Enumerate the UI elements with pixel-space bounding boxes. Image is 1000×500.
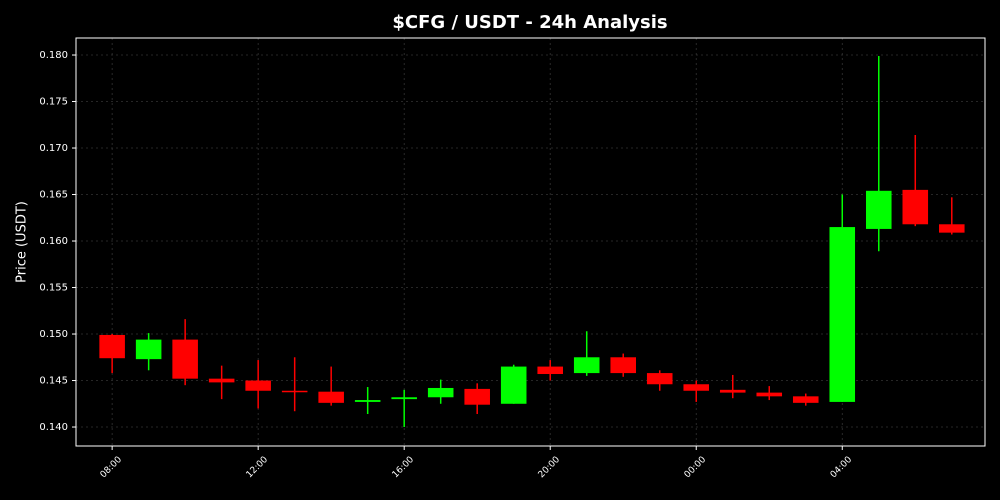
y-tick-label: 0.150	[39, 329, 68, 340]
candle-body	[902, 189, 929, 225]
candle-body	[391, 397, 417, 400]
candle-body	[464, 388, 490, 405]
candle-body	[756, 392, 783, 397]
candle-body	[646, 373, 673, 385]
candle-body	[573, 357, 600, 374]
y-tick-label: 0.180	[39, 50, 68, 61]
y-tick-label: 0.155	[39, 283, 68, 294]
candle-body	[427, 387, 454, 398]
candle-body	[99, 334, 125, 359]
candle-body	[939, 224, 965, 233]
candle-body	[281, 390, 308, 393]
candle-body	[719, 389, 746, 393]
candle-body	[792, 396, 819, 403]
candle-body	[865, 190, 892, 229]
plot-frame	[75, 37, 986, 447]
candle-body	[683, 384, 710, 391]
y-axis-label: Price (USDT)	[15, 201, 30, 283]
y-tick-label: 0.140	[39, 422, 68, 433]
y-tick-label: 0.145	[39, 376, 68, 387]
y-tick-label: 0.175	[39, 97, 68, 108]
candle-body	[135, 339, 162, 360]
candle-body	[172, 339, 198, 379]
candle-body	[318, 391, 344, 403]
y-tick-label: 0.165	[39, 190, 68, 201]
chart-title: $CFG / USDT - 24h Analysis	[392, 12, 667, 33]
candle-body	[537, 366, 563, 375]
candle-body	[610, 357, 637, 374]
y-tick-label: 0.170	[39, 143, 68, 154]
candle-body	[500, 366, 527, 404]
y-tick-label: 0.160	[39, 236, 68, 247]
candle-body	[829, 227, 856, 402]
candle-body	[245, 380, 271, 391]
candle-body	[354, 400, 381, 402]
candle-body	[208, 378, 235, 383]
